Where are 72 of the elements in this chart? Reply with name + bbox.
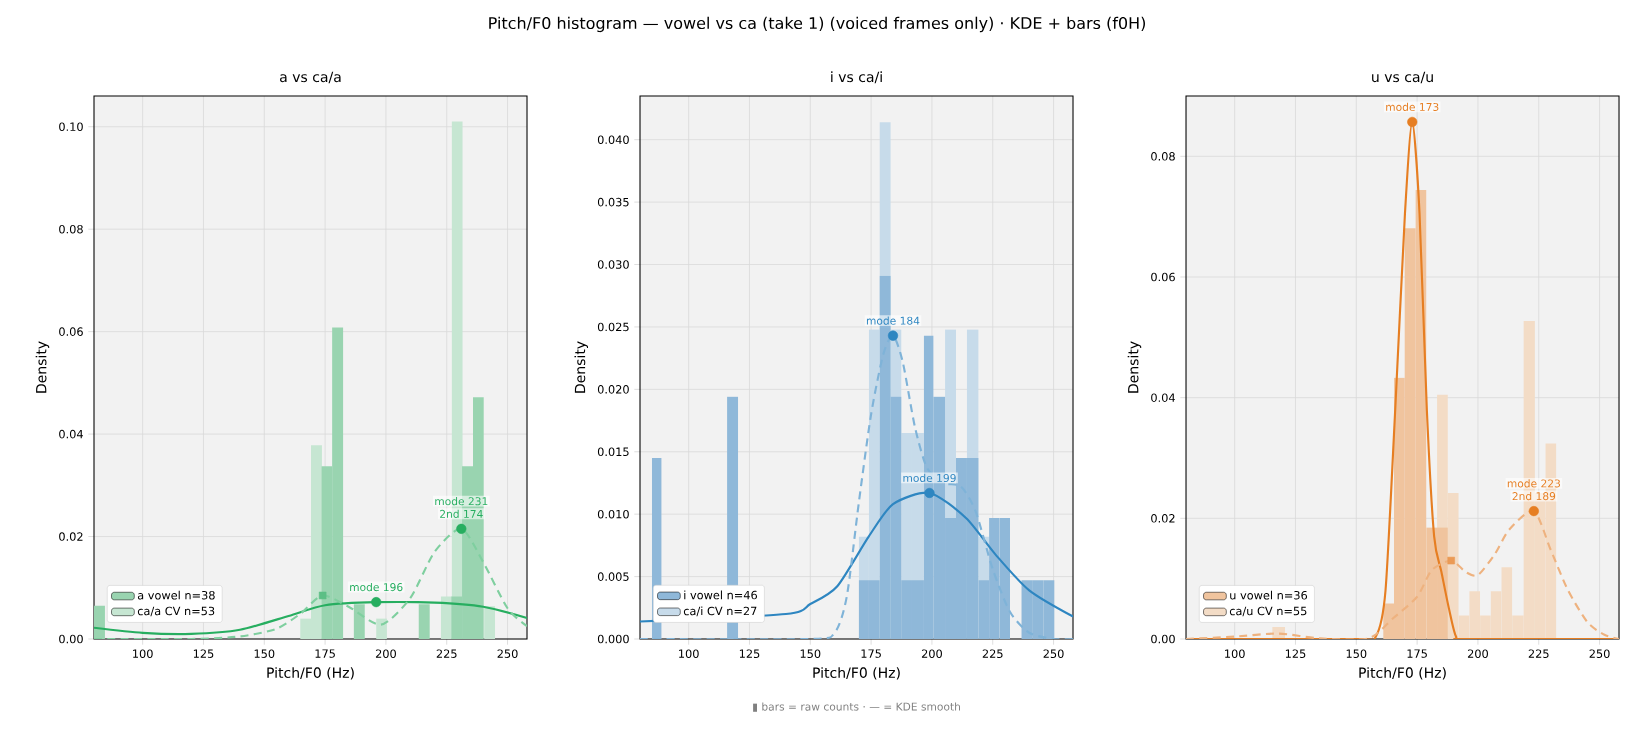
point [1528,506,1539,517]
x-tick-label: 225 [982,649,1003,658]
annotation: mode 231 [435,497,488,506]
y-tick-label: 0.00 [1151,634,1175,644]
y-tick-label: 0.015 [597,447,629,457]
x-tick-label: 225 [1528,649,1549,658]
x-tick-label: 175 [1407,649,1427,658]
y-tick-label: 0.005 [597,572,629,581]
annotation: mode 184 [866,316,920,325]
y-axis-title: Density [1127,341,1142,393]
x-tick-label: 175 [315,649,335,658]
y-tick-label: 0.020 [597,385,629,394]
annotation: mode 199 [903,473,956,483]
x-tick-label: 125 [739,649,760,658]
legend-label: i vowel n=46 [684,590,757,600]
y-axis-title: Density [574,341,588,393]
x-tick-label: 250 [497,649,518,658]
point [1447,556,1455,565]
x-axis-title: Pitch/F0 (Hz) [813,667,900,680]
chart-subtitle: a vs ca/a [280,71,341,84]
point [1407,116,1418,128]
annotation: 2nd 189 [1512,491,1556,501]
y-tick-label: 0.04 [59,429,83,439]
x-tick-label: 150 [254,649,275,658]
x-tick-label: 250 [1043,649,1064,658]
legend-label: a vowel n=38 [137,590,215,600]
chart-subtitle: u vs ca/u [1372,71,1433,84]
annotation: mode 196 [350,582,403,592]
x-tick-label: 200 [1467,649,1488,658]
y-tick-label: 0.08 [59,224,83,234]
x-tick-label: 150 [800,649,821,658]
point [318,591,327,600]
y-tick-label: 0.06 [1151,272,1175,282]
y-tick-label: 0.040 [597,135,629,144]
y-tick-label: 0.010 [597,509,629,519]
y-tick-label: 0.10 [59,122,83,132]
x-tick-label: 250 [1589,649,1610,658]
chart-title: Pitch/F0 histogram — vowel vs ca (take 1) (voiced frames only) · KDE + bars (f0H) [489,16,1146,33]
legend-label: ca/u CV n=55 [1229,606,1307,617]
y-tick-label: 0.06 [59,327,83,336]
x-tick-label: 200 [375,649,396,658]
annotation: mode 223 [1507,479,1561,488]
legend-label: u vowel n=36 [1230,590,1308,600]
legend-label: ca/a CV n=53 [137,606,215,617]
annotation: 2nd 174 [440,509,483,518]
y-tick-label: 0.035 [597,197,629,207]
y-tick-label: 0.02 [59,532,83,541]
y-axis-title: Density [35,341,50,393]
point [456,523,467,534]
y-tick-label: 0.08 [1151,152,1175,161]
y-tick-label: 0.030 [597,260,629,269]
x-tick-label: 150 [1346,649,1367,658]
x-tick-label: 225 [436,649,457,658]
y-tick-label: 0.02 [1151,514,1175,523]
y-tick-label: 0.00 [59,634,83,644]
x-tick-label: 175 [861,649,881,658]
annotation: mode 173 [1386,102,1439,111]
x-tick-label: 100 [1225,649,1245,658]
y-tick-label: 0.000 [597,634,629,644]
x-tick-label: 100 [133,649,153,658]
text: ▮ bars = raw counts · — = KDE smooth [753,702,960,712]
x-axis-title: Pitch/F0 (Hz) [1359,667,1446,680]
point [371,597,382,608]
x-tick-label: 200 [921,649,942,658]
y-tick-label: 0.025 [597,322,629,332]
x-tick-label: 100 [679,649,699,658]
legend-label: ca/i CV n=27 [683,606,757,617]
chart-subtitle: i vs ca/i [831,71,882,84]
y-tick-label: 0.04 [1151,393,1175,402]
x-tick-label: 125 [193,649,214,658]
x-axis-title: Pitch/F0 (Hz) [267,667,354,680]
x-tick-label: 125 [1285,649,1306,658]
